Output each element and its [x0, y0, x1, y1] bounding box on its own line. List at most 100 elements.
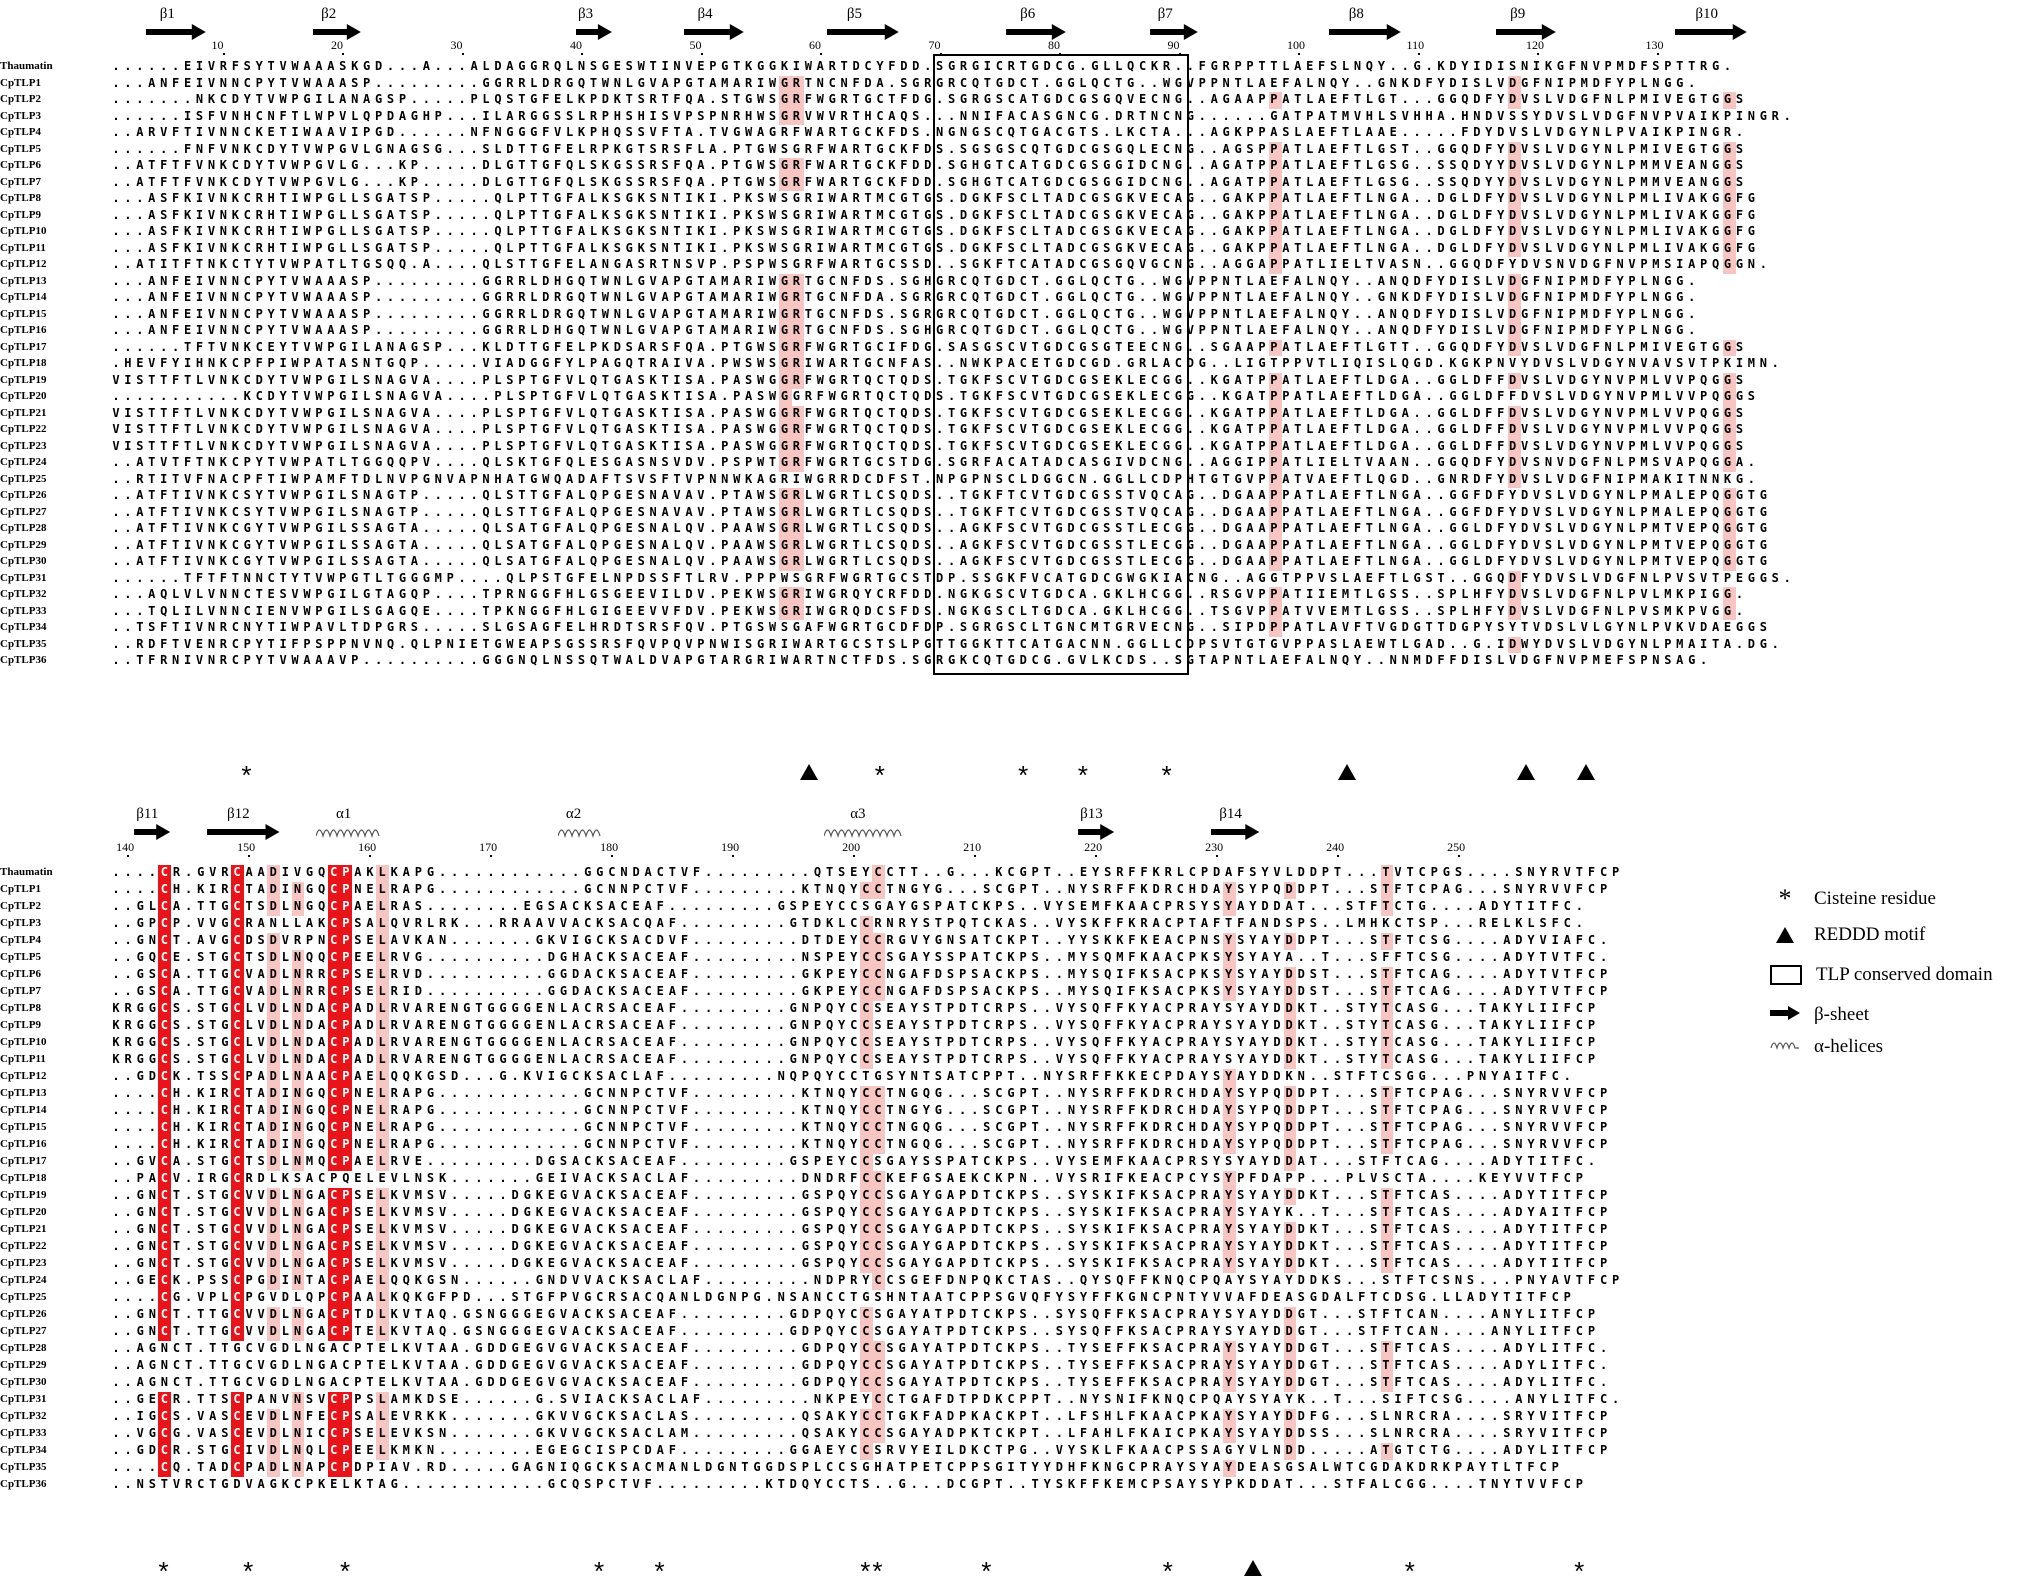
conservation-cell [339, 1307, 353, 1324]
conservation-cell [158, 1035, 171, 1052]
conservation-cell [291, 1188, 305, 1205]
conservation-cell [376, 1086, 389, 1103]
conservation-cell [872, 1222, 885, 1239]
conservation-cell [779, 405, 792, 422]
sequence-name: CpTLP23 [0, 1257, 47, 1269]
conservation-cell [1380, 1443, 1394, 1460]
conservation-cell [327, 984, 341, 1001]
conservation-cell [339, 933, 353, 950]
conservation-cell [1508, 92, 1521, 109]
conservation-cell [376, 1256, 389, 1273]
conservation-cell [376, 1052, 389, 1069]
reddd-triangle-icon [1576, 764, 1595, 780]
sequence-name: CpTLP6 [0, 159, 41, 171]
reddd-triangle-icon [1517, 764, 1536, 780]
conservation-cell [779, 323, 792, 340]
conservation-cell [872, 1358, 885, 1375]
sequence-name: CpTLP1 [0, 76, 41, 89]
box-icon [1770, 965, 1802, 985]
conservation-cell [1508, 141, 1521, 158]
conservation-cell [860, 1137, 873, 1154]
sequence-name: CpTLP8 [0, 192, 41, 204]
cysteine-asterisk-icon: * [860, 1556, 871, 1586]
conservation-cell [1269, 603, 1282, 620]
conservation-cell [231, 1137, 244, 1154]
conservation-cell [231, 1324, 244, 1341]
conservation-cell [791, 290, 804, 307]
conservation-cell [1380, 1001, 1394, 1018]
conservation-cell [1223, 1103, 1236, 1120]
conservation-cell [1380, 967, 1394, 984]
ruler-number: 120 [1526, 38, 1545, 52]
conservation-cell [1723, 587, 1736, 604]
sequence-name: CpTLP25 [0, 1291, 47, 1303]
conservation-cell [267, 1273, 280, 1290]
conservation-cell [291, 1273, 305, 1290]
ruler-number: 160 [358, 840, 377, 854]
reddd-triangle-icon [1244, 1560, 1263, 1576]
conservation-cell [1223, 1205, 1236, 1222]
conservation-cell [779, 290, 792, 307]
conservation-cell [267, 1001, 280, 1018]
conservation-cell [267, 1256, 280, 1273]
conservation-cell [860, 1154, 873, 1171]
conservation-cell [231, 1086, 244, 1103]
legend-cysteine: * Cisteine residue [1770, 884, 1936, 914]
ruler-number: 30 [450, 38, 463, 52]
conservation-cell [339, 882, 353, 899]
conservation-cell [1508, 587, 1521, 604]
conservation-cell [376, 1409, 389, 1426]
ruler-tick [222, 53, 225, 55]
conservation-cell [1380, 1120, 1394, 1137]
conservation-cell [267, 1443, 280, 1460]
conservation-cell [1723, 224, 1736, 241]
conservation-cell [791, 405, 804, 422]
conservation-cell [158, 1069, 171, 1086]
conservation-cell [860, 1375, 873, 1392]
sequence-name: CpTLP28 [0, 1342, 47, 1354]
conservation-cell [1269, 422, 1282, 439]
ss-label-α3: α3 [850, 806, 866, 822]
conservation-cell [158, 916, 171, 933]
conservation-cell [1723, 521, 1736, 538]
conservation-cell [1223, 984, 1236, 1001]
alpha-helix-icon [315, 829, 380, 839]
conservation-cell [327, 1392, 341, 1409]
conservation-cell [779, 92, 792, 109]
conservation-cell [1283, 1256, 1297, 1273]
conservation-cell [791, 587, 804, 604]
conservation-cell [267, 1137, 280, 1154]
sequence-name: CpTLP22 [0, 423, 47, 435]
sequence-name: CpTLP22 [0, 1240, 47, 1252]
conservation-cell [1223, 1222, 1236, 1239]
conservation-cell [791, 339, 804, 356]
cysteine-asterisk-icon: * [1574, 1556, 1585, 1586]
conservation-cell [1283, 1324, 1297, 1341]
sequence-name: CpTLP26 [0, 489, 47, 501]
conservation-cell [791, 488, 804, 505]
conservation-cell [231, 1188, 244, 1205]
conservation-cell [158, 1324, 171, 1341]
conservation-cell [1723, 240, 1736, 257]
ruler-number: 40 [570, 38, 583, 52]
conservation-cell [231, 1239, 244, 1256]
conservation-cell [327, 1001, 341, 1018]
conservation-cell [327, 1052, 341, 1069]
conservation-cell [267, 1018, 280, 1035]
conservation-cell [231, 1052, 244, 1069]
sequence-name: CpTLP4 [0, 126, 41, 138]
sequence-name: CpTLP33 [0, 1427, 47, 1439]
ruler-number: 60 [809, 38, 822, 52]
conservation-cell [1283, 1137, 1297, 1154]
conservation-cell [1269, 504, 1282, 521]
sequence-name: CpTLP5 [0, 142, 41, 155]
